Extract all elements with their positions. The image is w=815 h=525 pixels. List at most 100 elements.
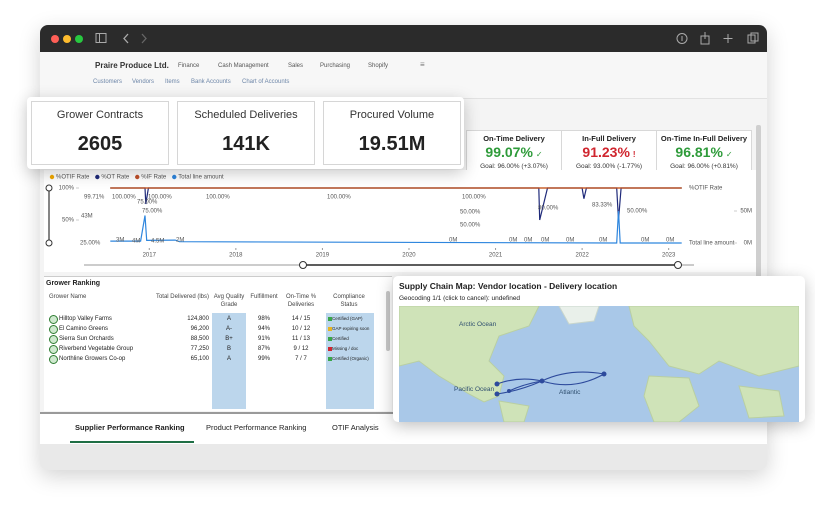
data-label: 50.00% — [627, 209, 648, 215]
kpi-value: 19.51M — [358, 133, 426, 155]
status-icon — [328, 337, 332, 341]
otif-goal: Goal: 96.00% (+3.07%) — [480, 163, 548, 170]
table-cell: Sierra Sun Orchards — [59, 336, 114, 342]
trend-chart: %OTIF Rate %OT Rate %IF Rate Total line amo… — [45, 174, 752, 269]
legend-marker — [172, 174, 177, 180]
slider-handle — [45, 239, 53, 247]
column-header[interactable]: Total Delivered (lbs) — [155, 294, 209, 300]
otif-value-row: 91.23%! — [562, 144, 656, 160]
table-cell: 87% — [257, 346, 270, 352]
table-cell: 98% — [257, 316, 270, 322]
tab[interactable]: OTIF Analysis — [332, 423, 379, 432]
table-cell: 94% — [257, 326, 270, 332]
table-cell: 10 / 12 — [291, 326, 311, 332]
map-status[interactable]: Geocoding 1/1 (click to cancel): undefin… — [399, 295, 521, 302]
nav-link[interactable]: Items — [165, 79, 180, 85]
y-tick-label: 100% — [59, 186, 75, 192]
legend-marker — [95, 174, 100, 180]
minimize-button[interactable] — [63, 35, 71, 43]
column-header[interactable]: Compliance Status — [333, 294, 365, 308]
scrollbar[interactable] — [386, 291, 390, 351]
column-header[interactable]: Fulfillment — [250, 294, 278, 300]
kpi-label: Procured Volume — [349, 109, 435, 121]
nav-link[interactable]: Customers — [93, 79, 123, 85]
data-label: 0M — [666, 238, 674, 244]
data-label: 99.71% — [84, 195, 105, 201]
tab[interactable]: Supplier Performance Ranking — [75, 423, 185, 432]
table-cell: 9 / 12 — [293, 346, 309, 352]
y2-tick-label: 50M — [740, 209, 752, 215]
status-icon — [328, 327, 332, 331]
data-label: 0M — [599, 238, 607, 244]
data-label: 4M — [132, 239, 140, 245]
legend-label: %OT Rate — [101, 175, 130, 181]
menu-item[interactable]: Sales — [288, 63, 304, 69]
nav-link[interactable]: Chart of Accounts — [242, 79, 290, 85]
x-tick-label: 2020 — [402, 253, 416, 259]
otif-value: 91.23% — [582, 144, 630, 160]
menu-item[interactable]: Purchasing — [320, 63, 351, 69]
otif-value-row: 99.07% ✓ — [467, 144, 561, 160]
otif-card: On-Time In-Full Delivery 96.81% ✓ Goal: 96.… — [656, 130, 752, 177]
data-label: 75.00% — [142, 209, 163, 215]
data-label: 50.00% — [460, 210, 481, 216]
nav-link[interactable]: Bank Accounts — [191, 79, 231, 85]
column-header[interactable]: On-Time % Deliveries — [285, 294, 317, 308]
kpi-card: Grower Contracts 2605 — [31, 101, 169, 165]
series-line — [110, 210, 682, 244]
y-tick-label: 50% — [62, 218, 75, 224]
table-cell: B — [226, 346, 231, 352]
row-icon — [49, 345, 58, 354]
table-cell: 14 / 15 — [291, 316, 311, 322]
y2-tick-label: 0M — [744, 241, 752, 247]
x-tick-label: 2019 — [316, 253, 330, 259]
zoom-button[interactable] — [75, 35, 83, 43]
column-header[interactable]: Grower Name — [49, 294, 87, 300]
title-bar — [40, 25, 767, 52]
toolbar-left-icons — [95, 33, 147, 44]
data-label: 0M — [509, 238, 517, 244]
nav-bar: Praire Produce Ltd. Finance Cash Manageme… — [40, 52, 767, 99]
grower-ranking-panel: Grower Ranking Grower Name Total Delivere… — [44, 276, 392, 411]
data-label: 0M — [449, 238, 457, 244]
row-icon — [49, 335, 58, 344]
kpi-overlay: Grower Contracts 2605 Scheduled Deliveries… — [27, 97, 464, 169]
otif-value: 96.81% — [675, 144, 723, 160]
column-header[interactable]: Avg Quality Grade — [213, 294, 245, 308]
series-end-label: Total line amount — [689, 241, 735, 247]
map-canvas[interactable]: Arctic Ocean Pacific Ocean Atlantic — [399, 306, 799, 422]
x-tick-label: 2021 — [489, 253, 503, 259]
otif-goal: Goal: 93.00% (-1.77%) — [575, 163, 643, 170]
company-name[interactable]: Praire Produce Ltd. — [95, 61, 169, 70]
otif-card: On-Time Delivery 99.07% ✓ Goal: 96.00% (+3.… — [466, 130, 562, 177]
kpi-label: Scheduled Deliveries — [194, 109, 298, 121]
data-label: 80.00% — [538, 206, 559, 212]
map-labels: Arctic Ocean Pacific Ocean Atlantic — [454, 321, 581, 396]
menu-item[interactable]: Cash Management — [218, 63, 269, 69]
data-label: 0M — [566, 238, 574, 244]
menu-icon[interactable]: ≡ — [420, 60, 425, 69]
grade-column — [212, 313, 246, 409]
kpi-value: 141K — [222, 133, 270, 155]
table-cell: Certified (Organic) — [332, 356, 369, 361]
legend-label: %OTIF Rate — [56, 175, 90, 181]
page-scrollbar[interactable] — [756, 125, 761, 385]
table-cell: 99% — [257, 356, 270, 362]
tab[interactable]: Product Performance Ranking — [206, 423, 307, 432]
data-label: 100.00% — [148, 195, 172, 201]
close-button[interactable] — [51, 35, 59, 43]
data-label: 43M — [81, 214, 93, 220]
map-title: Supply Chain Map: Vendor location - Deli… — [399, 281, 618, 291]
compliance-column — [326, 313, 374, 409]
otif-title: On-Time In-Full Delivery — [660, 134, 748, 143]
x-tick-label: 2018 — [229, 253, 243, 259]
data-label: 100.00% — [327, 195, 351, 201]
menu-item[interactable]: Finance — [178, 63, 200, 69]
table-cell: Northline Growers Co-op — [59, 356, 126, 362]
menu-item[interactable]: Shopify — [368, 63, 389, 69]
kpi-value: 2605 — [77, 133, 123, 155]
nav-link[interactable]: Vendors — [132, 79, 155, 85]
row-icon — [49, 315, 58, 324]
otif-title: On-Time Delivery — [483, 134, 545, 143]
